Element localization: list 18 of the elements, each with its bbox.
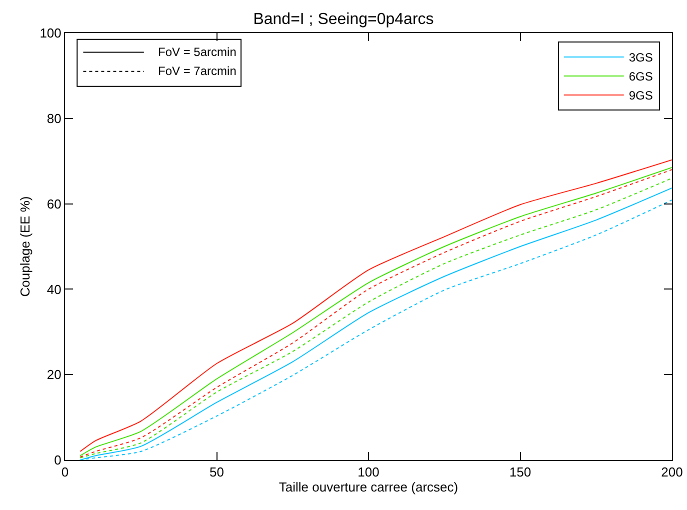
y-tick-label: 80 [46, 110, 62, 126]
y-tick-label: 20 [46, 367, 62, 382]
legend-label: 6GS [628, 70, 653, 84]
annotation: FoV = 7arcmin [158, 64, 236, 78]
y-tick-label: 0 [54, 452, 62, 468]
legend-label: 3GS [628, 50, 653, 65]
y-tick-label: 40 [46, 282, 62, 297]
chart-title: Band=I ; Seeing=0p4arcs [253, 10, 434, 28]
legend-label: 9GS [628, 88, 653, 103]
x-tick-label: 200 [661, 464, 683, 480]
x-axis-title: Taille ouverture carree (arcsec) [278, 480, 458, 495]
y-tick-label: 60 [46, 196, 62, 212]
x-tick-label: 150 [509, 464, 532, 480]
y-axis-title: Couplage (EE %) [18, 196, 33, 297]
x-tick-label: 100 [358, 464, 380, 480]
y-tick-label: 100 [40, 26, 62, 41]
x-tick-label: 50 [210, 464, 224, 480]
annotation: FoV = 5arcmin [158, 45, 236, 59]
